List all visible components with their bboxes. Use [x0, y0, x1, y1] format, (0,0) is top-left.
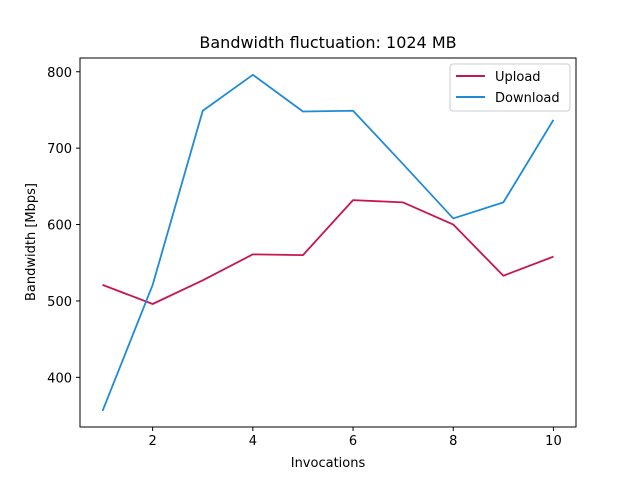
- y-tick-label: 400: [47, 371, 72, 386]
- y-axis: 400 500 600 700 800: [47, 66, 80, 386]
- x-tick-label: 6: [349, 434, 357, 449]
- chart-title: Bandwidth fluctuation: 1024 MB: [199, 33, 456, 52]
- series-layer: [101, 73, 555, 412]
- y-tick-label: 500: [47, 295, 72, 310]
- legend-label-upload: Upload: [495, 70, 541, 85]
- x-axis: 2 4 6 8 10: [149, 427, 562, 449]
- y-tick-label: 800: [47, 66, 72, 81]
- legend-label-download: Download: [495, 91, 560, 106]
- y-axis-label: Bandwidth [Mbps]: [24, 183, 39, 301]
- series-line-upload: [102, 199, 554, 305]
- x-tick-label: 2: [149, 434, 157, 449]
- x-tick-label: 4: [249, 434, 257, 449]
- series-line-download: [101, 73, 555, 412]
- x-tick-label: 10: [545, 434, 562, 449]
- y-tick-label: 700: [47, 142, 72, 157]
- y-tick-label: 600: [47, 219, 72, 234]
- plot-frame: [79, 57, 577, 428]
- legend: Upload Download: [449, 63, 571, 112]
- x-tick-label: 8: [449, 434, 457, 449]
- x-axis-label: Invocations: [291, 456, 366, 471]
